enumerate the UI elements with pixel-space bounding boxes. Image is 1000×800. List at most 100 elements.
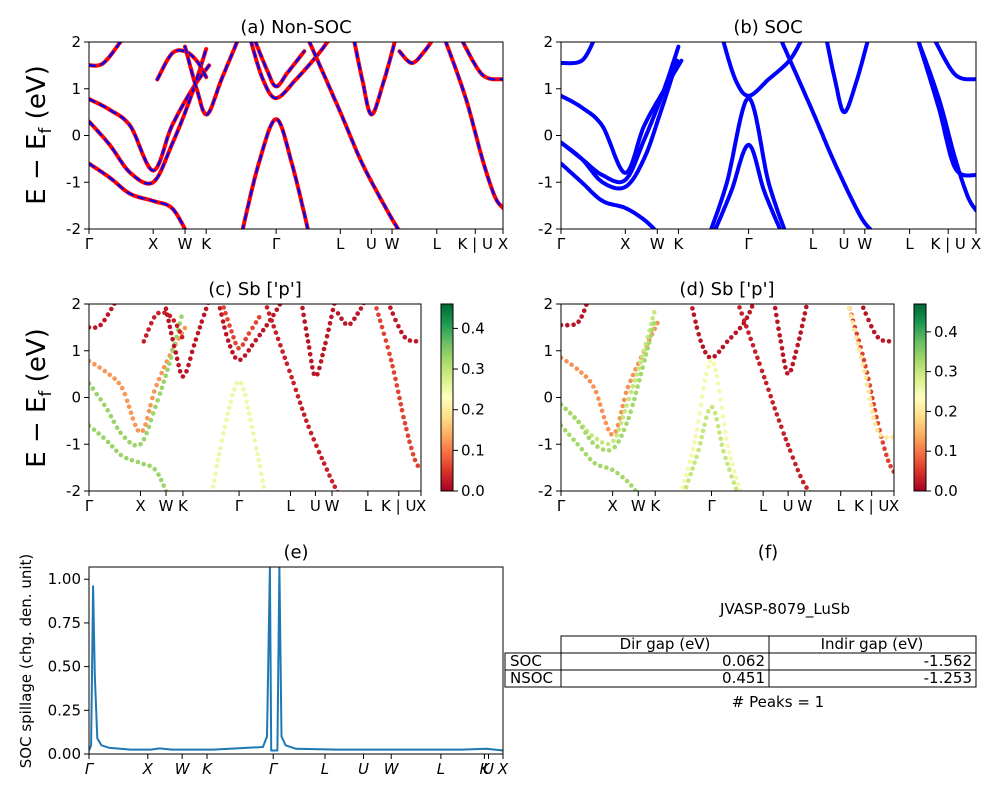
panel-d-point (575, 442, 580, 447)
panel-d-point (891, 469, 894, 474)
panel-d-point (642, 358, 647, 363)
panel-e-xtick-label: L (321, 760, 329, 778)
panel-c-point (399, 329, 404, 335)
panel-d-point (709, 404, 715, 410)
panel-c-point (410, 452, 416, 457)
panel-d-point (698, 338, 703, 344)
panel-c-point (264, 323, 270, 328)
panel-c-point (135, 459, 141, 465)
panel-d-xtick-label: Γ (707, 497, 716, 515)
panel-d-point (702, 378, 708, 384)
panel-c-colorbar-tick-label: 0.4 (461, 319, 485, 337)
panel-c-point (303, 326, 309, 331)
panel-d-point (884, 452, 889, 458)
panel-d-point (716, 349, 722, 355)
panel-d-point (620, 474, 625, 480)
panel-d-point (854, 335, 859, 340)
panel-c-point (153, 404, 158, 410)
panel-d-point (774, 312, 779, 318)
panel-d-point (683, 473, 689, 478)
panel-d-point (884, 435, 889, 440)
panel-c-point (165, 312, 170, 318)
panel-c-colorbar-scale (440, 303, 454, 492)
panel-c-point (107, 372, 112, 378)
panel-e-title: (e) (283, 542, 308, 563)
panel-a-band-line (308, 42, 400, 229)
panel-c-point (189, 349, 195, 355)
panel-c-point (315, 372, 320, 377)
panel-c-colorbar: 0.0 0.1 0.2 0.3 0.4 (440, 303, 485, 500)
panel-d-point (640, 365, 645, 370)
panel-a-xtick-label: L (433, 235, 442, 253)
panel-c-point (114, 448, 119, 454)
panel-c-point (405, 433, 411, 439)
panel-c-point (90, 386, 96, 391)
panel-c-point (108, 414, 114, 419)
panel-d-point (858, 299, 863, 304)
panel-d-point (737, 325, 743, 331)
panel-c-point (156, 472, 161, 477)
panel-d-point (624, 403, 629, 408)
panel-c-xtick-label: X (416, 497, 426, 515)
panel-d-colorbar-tick-label: 0.2 (934, 402, 958, 420)
gap-table-row-nsoc-label: NSOC (510, 669, 553, 687)
panel-c-point (119, 385, 125, 391)
panel-d-point (768, 393, 773, 399)
panel-b-ytick-label: -2 (538, 220, 553, 238)
panel-d-point (693, 434, 699, 439)
panel-c-colorbar-tick-label: 0.3 (461, 360, 485, 378)
panel-d-point (686, 478, 691, 483)
panel-c-point (114, 425, 120, 431)
panel-c-point (252, 438, 258, 443)
panel-c-point (383, 338, 389, 343)
panel-d-point (622, 409, 627, 414)
panel-c-point (127, 439, 132, 445)
panel-d-point (797, 336, 802, 342)
panel-c-point (289, 374, 294, 380)
panel-c-point (102, 317, 107, 323)
panel-d-point (870, 409, 875, 415)
gap-table-row-nsoc-dir: 0.451 (722, 669, 765, 687)
panel-d-point (871, 329, 877, 335)
panel-c-point (215, 457, 221, 463)
panel-d-point (772, 299, 777, 304)
panel-b-xtick-label: U (839, 235, 850, 253)
panel-b-band-line (561, 161, 657, 229)
panel-c-point (177, 369, 183, 374)
panel-c-point (171, 343, 177, 349)
panel-c-point (128, 410, 134, 416)
panel-d-point (592, 461, 597, 466)
panel-d-point (783, 365, 788, 370)
panel-a-ytick-label: 0 (71, 127, 81, 145)
panel-d-point (576, 419, 581, 425)
panel-c-point (335, 311, 341, 316)
panel-d-point (698, 402, 704, 408)
panel-d-point (632, 396, 637, 402)
panel-b-xtick-label: W (857, 235, 872, 253)
panel-d-point (759, 368, 765, 374)
panel-c-point (390, 363, 395, 369)
panel-c-point (138, 442, 143, 447)
panel-d-point (603, 420, 609, 426)
panel-c-point (150, 411, 156, 416)
panel-c-point (409, 445, 414, 451)
gap-table-row-soc-label: SOC (510, 652, 542, 670)
panel-b-xtick-label: L (809, 235, 818, 253)
panel-c-point (326, 327, 331, 333)
panel-d-point (798, 473, 803, 479)
panel-d-point (691, 312, 697, 318)
panel-d-point (717, 430, 722, 435)
panel-d-point (737, 488, 743, 491)
panel-c-point (245, 405, 251, 411)
panel-d-point (804, 304, 809, 310)
panel-d-ytick-label: -2 (538, 482, 553, 500)
panel-d-point (632, 378, 638, 383)
panel-d-point (780, 352, 786, 358)
panel-c-point (188, 356, 193, 362)
panel-d-xtick-label: W (631, 497, 646, 515)
panel-c-point (249, 424, 255, 430)
panel-d-point (715, 424, 721, 429)
panel-c-point (348, 321, 353, 327)
panel-d-point (626, 396, 631, 402)
